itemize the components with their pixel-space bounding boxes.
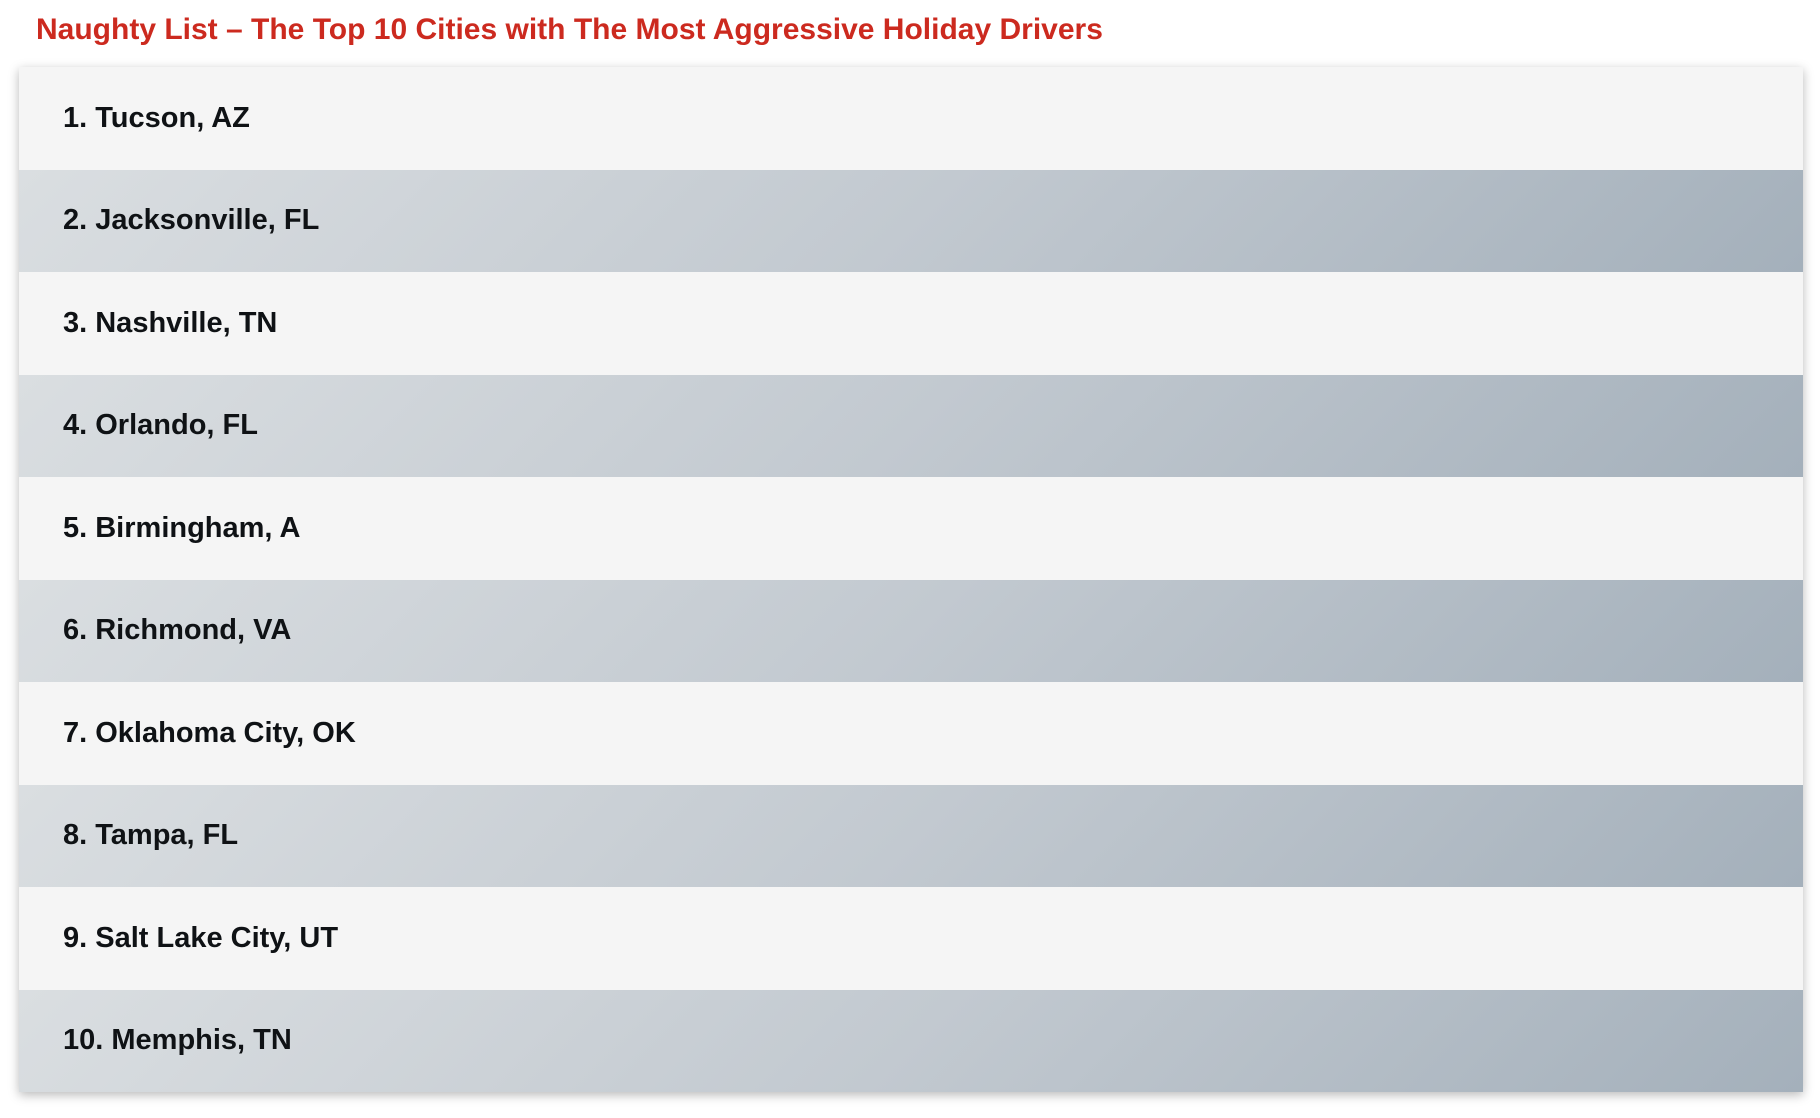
list-item-5: 5. Birmingham, A [19,477,1803,580]
page-title: Naughty List – The Top 10 Cities with Th… [36,13,1103,46]
list-item-3: 3. Nashville, TN [19,272,1803,375]
list-item-8: 8. Tampa, FL [19,784,1803,887]
list-item-6: 6. Richmond, VA [19,579,1803,682]
list-item-10: 10. Memphis, TN [19,989,1803,1092]
list-item-1: 1. Tucson, AZ [19,67,1803,170]
list-item-4: 4. Orlando, FL [19,374,1803,477]
list-item-9: 9. Salt Lake City, UT [19,887,1803,990]
list-item-2: 2. Jacksonville, FL [19,169,1803,272]
list-item-7: 7. Oklahoma City, OK [19,682,1803,785]
city-ranking-list: 1. Tucson, AZ 2. Jacksonville, FL 3. Nas… [19,67,1803,1092]
